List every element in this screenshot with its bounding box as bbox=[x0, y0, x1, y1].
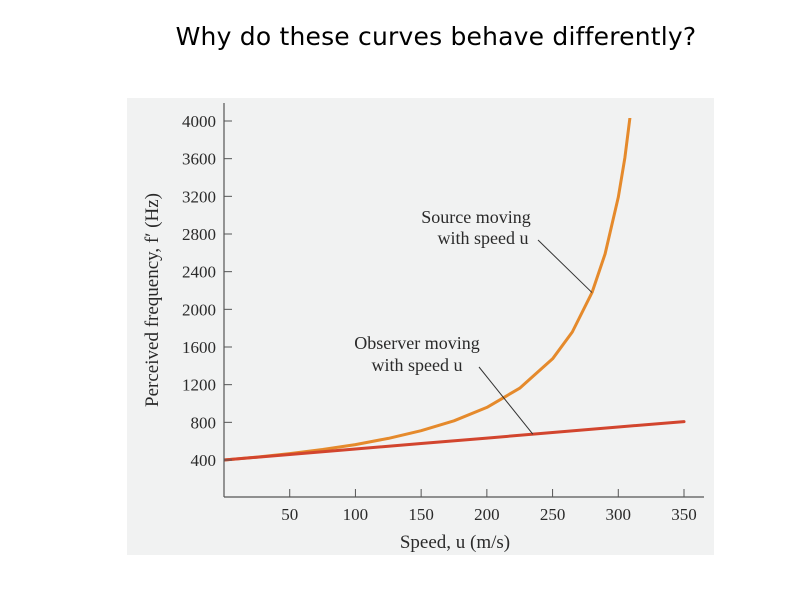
y-tick-label: 4000 bbox=[182, 112, 216, 131]
y-tick-label: 2800 bbox=[182, 225, 216, 244]
slide-title: Why do these curves behave differently? bbox=[175, 22, 697, 51]
y-tick-label: 3600 bbox=[182, 150, 216, 169]
observer-annotation-leader bbox=[478, 366, 534, 435]
x-tick-label: 50 bbox=[281, 505, 298, 524]
y-tick-label: 1600 bbox=[182, 338, 216, 357]
y-tick-label: 400 bbox=[191, 451, 217, 470]
source-annotation-leader bbox=[537, 239, 593, 293]
x-tick-label: 300 bbox=[606, 505, 632, 524]
y-tick-label: 3200 bbox=[182, 187, 216, 206]
x-tick-label: 150 bbox=[408, 505, 434, 524]
y-tick-label: 2400 bbox=[182, 263, 216, 282]
observer-annotation-line-1: Observer moving bbox=[354, 333, 479, 353]
figure-panel bbox=[127, 98, 714, 555]
x-tick-label: 200 bbox=[474, 505, 500, 524]
x-tick-label: 250 bbox=[540, 505, 566, 524]
observer-moving-curve bbox=[224, 420, 686, 462]
observer-annotation-line-2: with speed u bbox=[372, 355, 463, 375]
source-moving-curve bbox=[224, 118, 632, 462]
y-tick-label: 800 bbox=[191, 413, 217, 432]
x-axis-label: Speed, u (m/s) bbox=[400, 532, 510, 553]
y-tick-label: 1200 bbox=[182, 376, 216, 395]
observer-annotation: Observer moving with speed u bbox=[354, 333, 534, 435]
y-tick-label: 2000 bbox=[182, 300, 216, 319]
x-tick-label: 350 bbox=[671, 505, 697, 524]
source-annotation-line-2: with speed u bbox=[438, 228, 529, 248]
source-annotation-line-1: Source moving bbox=[421, 207, 531, 227]
x-tick-label: 100 bbox=[343, 505, 369, 524]
source-annotation: Source moving with speed u bbox=[421, 207, 593, 293]
y-axis-label: Perceived frequency, f′ (Hz) bbox=[142, 193, 163, 407]
